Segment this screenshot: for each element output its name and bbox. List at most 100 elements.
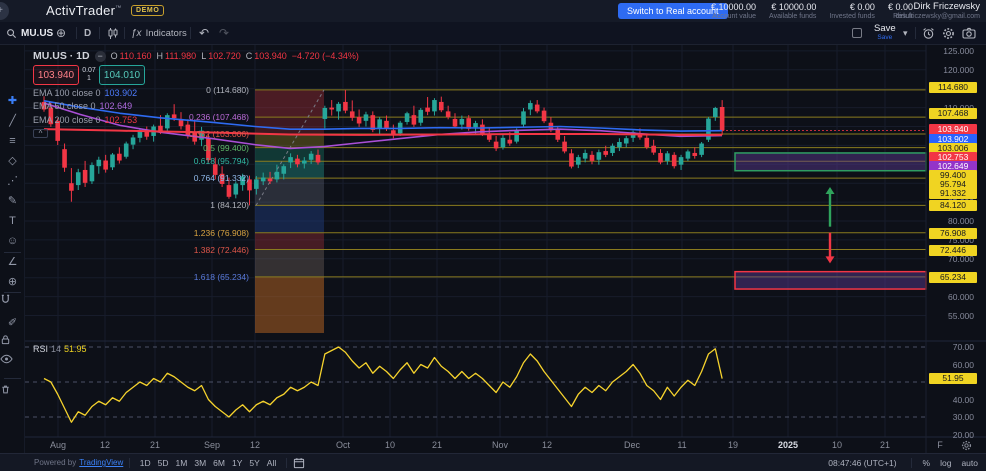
range-button-1d[interactable]: 1D — [139, 457, 151, 468]
save-layout-button[interactable]: Save Save — [874, 23, 896, 41]
clock[interactable]: 08:47:46 (UTC+1) — [828, 457, 897, 468]
chart-toolbar: MU.US ⊕ D ƒx Indicators ↶ ↷ Save Save ▾ — [0, 22, 986, 45]
ema-legend-row[interactable]: EMA 50 close 0 102.649 — [33, 101, 133, 111]
expand-legend-button[interactable]: ^ — [33, 128, 48, 138]
interval-button[interactable]: D — [84, 27, 92, 39]
undo-button[interactable]: ↶ — [199, 22, 209, 44]
tradingview-link[interactable]: TradingView — [79, 458, 124, 467]
zoom-in-tool-button[interactable]: ⊕ — [0, 273, 25, 291]
range-button-all[interactable]: All — [266, 457, 277, 468]
bid-ask-widget[interactable]: 103.940 0.07 1 104.010 — [33, 65, 359, 85]
candle-body — [678, 157, 684, 165]
candle-body — [117, 153, 122, 161]
hide-all-drawings-tool-button[interactable] — [0, 354, 25, 372]
candle-body — [623, 138, 629, 144]
layout-checkbox[interactable] — [852, 22, 862, 44]
time-axis-settings-button[interactable] — [961, 440, 972, 451]
drawing-lock-tool-button[interactable]: ✐ — [0, 314, 25, 332]
ema-legend-row[interactable]: EMA 200 close 0 102.753 — [33, 114, 138, 125]
candle-body — [212, 164, 218, 175]
candle-body — [493, 141, 499, 149]
candle-body — [274, 171, 280, 180]
trend-line-tool-button[interactable]: ╱ — [0, 112, 25, 130]
text-tool-button[interactable]: T — [0, 212, 25, 230]
fib-retracement-tool-button[interactable]: ≡ — [0, 132, 25, 150]
arrow-head — [825, 256, 835, 264]
add-symbol-icon: ⊕ — [56, 26, 67, 40]
ema-legend-row[interactable]: EMA 100 close 0 103.902 — [33, 87, 138, 98]
crosshair-tool-button[interactable]: ✚ — [0, 92, 25, 110]
indicators-button[interactable]: ƒx Indicators — [131, 27, 187, 39]
candle-body — [521, 111, 526, 125]
xabcd-pattern-tool-button[interactable]: ◇ — [0, 152, 25, 170]
fib-band — [255, 134, 324, 148]
switch-to-real-button[interactable]: Switch to Real account — [618, 3, 728, 19]
fib-band — [255, 89, 324, 118]
undo-icon: ↶ — [199, 26, 210, 40]
brush-tool-button[interactable]: ✎ — [0, 192, 25, 210]
legend-symbol[interactable]: MU.US · 1D — [33, 50, 90, 62]
auto-scale-button[interactable]: auto — [961, 457, 978, 468]
forecast-tool-button[interactable]: ⋰ — [0, 172, 25, 190]
user-info[interactable]: Dirk Friczewsky dirk.friczewsky@gmail.co… — [895, 2, 980, 21]
drawing-toolbar: ✚ ╱ ≡ ◇ ⋰ ✎ T ☺ ∠ ⊕ ✐ — [0, 45, 25, 453]
rsi-legend[interactable]: RSI 14 51.95 — [33, 344, 87, 354]
account-stat: € 10000.00 Account value — [711, 2, 757, 20]
candle-body — [171, 114, 177, 119]
candle-body — [206, 137, 211, 161]
checkbox-icon — [852, 28, 862, 38]
chart-type-button[interactable] — [107, 22, 119, 44]
candle-body — [110, 154, 115, 168]
log-scale-button[interactable]: log — [940, 457, 952, 468]
range-button-5y[interactable]: 5Y — [249, 457, 260, 468]
range-button-3m[interactable]: 3M — [194, 457, 207, 468]
candle-body — [144, 131, 150, 137]
candle-body — [486, 134, 492, 140]
percent-scale-button[interactable]: % — [922, 457, 931, 468]
add-symbol-button[interactable]: ⊕ — [56, 22, 66, 44]
symbol-search[interactable]: MU.US — [6, 22, 53, 44]
redo-button[interactable]: ↷ — [219, 22, 229, 44]
magnet-tool-button[interactable] — [0, 294, 25, 312]
camera-icon — [962, 27, 976, 39]
toolbar-divider — [4, 252, 21, 253]
save-menu-button[interactable]: ▾ — [903, 22, 908, 44]
candle-body — [562, 141, 567, 152]
candle-body — [603, 151, 608, 155]
candle-body — [349, 111, 355, 118]
fx-icon: ƒx — [131, 27, 142, 39]
candle-body — [719, 106, 725, 131]
range-button-1m[interactable]: 1M — [175, 457, 188, 468]
candle-body — [699, 143, 704, 155]
ruler-tool-button[interactable]: ∠ — [0, 253, 25, 271]
remove-drawings-tool-button[interactable] — [0, 384, 25, 402]
candle-body — [377, 119, 382, 129]
candle-body — [439, 101, 444, 111]
account-stat: € 10000.00 Available funds — [769, 2, 817, 20]
side-panel-button[interactable]: + — [0, 2, 9, 20]
candle-body — [356, 117, 362, 124]
candle-body — [233, 183, 239, 195]
range-button-5d[interactable]: 5D — [157, 457, 169, 468]
range-button-6m[interactable]: 6M — [213, 457, 225, 468]
candle-body — [199, 130, 204, 140]
candle-body — [596, 152, 602, 160]
alert-button[interactable] — [922, 22, 935, 44]
candle-body — [55, 120, 60, 141]
settings-button[interactable] — [942, 22, 955, 44]
go-to-date-button[interactable] — [293, 457, 305, 469]
lock-all-drawings-tool-button[interactable] — [0, 334, 25, 352]
emoji-tool-button[interactable]: ☺ — [0, 232, 25, 250]
toolbar-divider — [4, 378, 21, 379]
snapshot-button[interactable] — [962, 22, 976, 44]
demo-badge: DEMO — [131, 5, 165, 16]
candle-body — [473, 123, 478, 128]
ask-price[interactable]: 104.010 — [99, 65, 145, 85]
drawing-lock-icon: ✐ — [7, 317, 18, 329]
collapse-legend-icon[interactable]: − — [94, 50, 106, 62]
bid-price[interactable]: 103.940 — [33, 65, 79, 85]
range-button-1y[interactable]: 1Y — [231, 457, 243, 468]
candle-body — [528, 103, 533, 110]
